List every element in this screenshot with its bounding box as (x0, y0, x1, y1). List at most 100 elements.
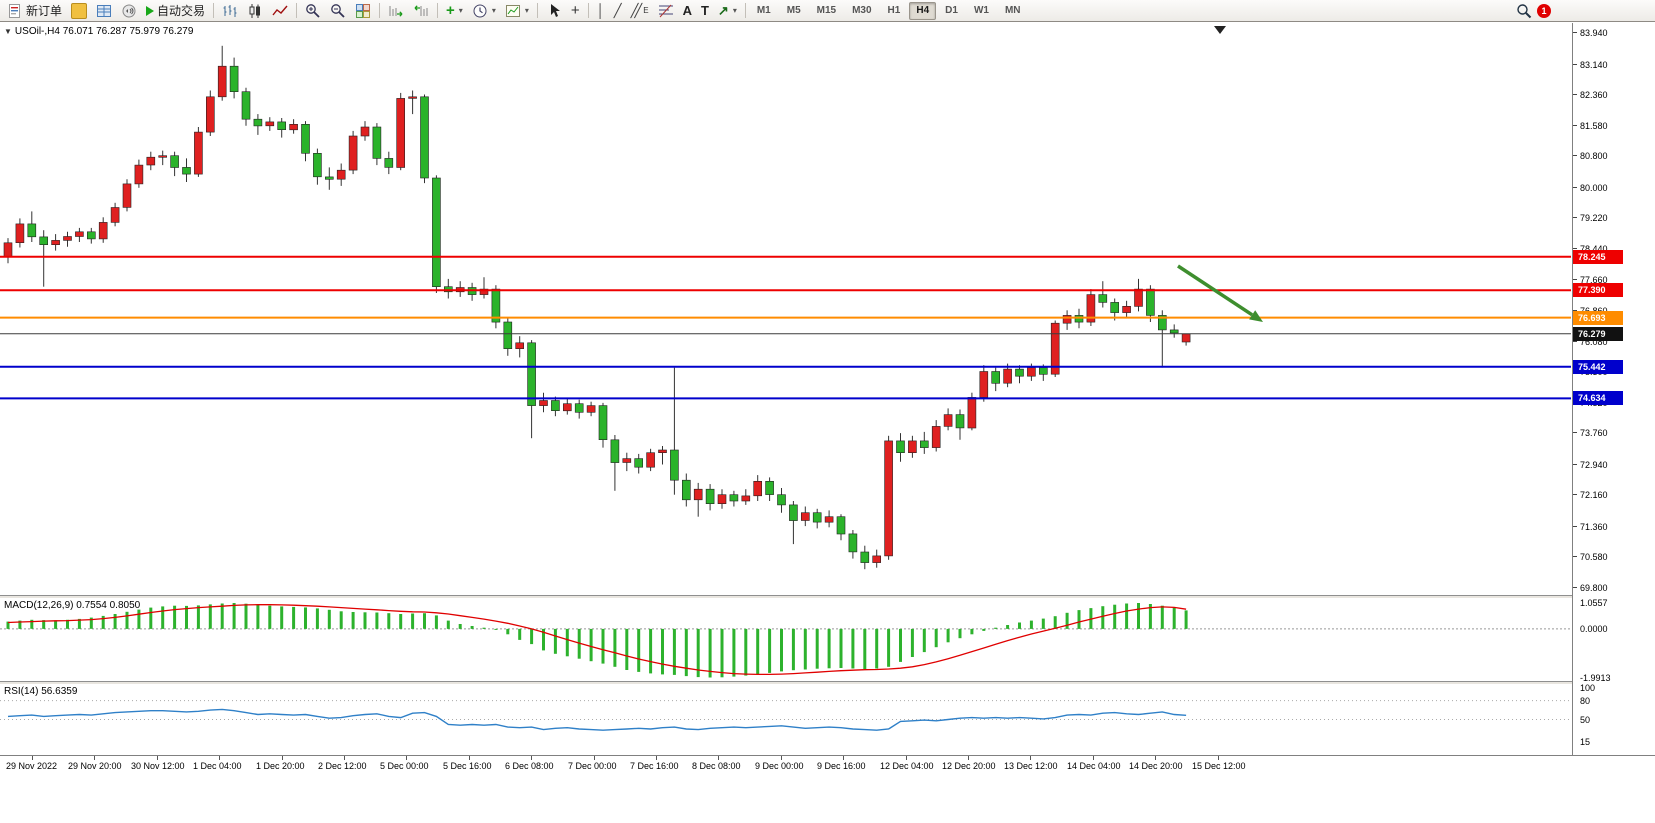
line-chart-icon (272, 5, 288, 15)
trendline-icon: ╱ (613, 3, 622, 18)
chart-shift-button[interactable] (409, 1, 433, 21)
new-order-button[interactable]: 新订单 (3, 1, 66, 21)
chart-shift-marker[interactable] (1214, 26, 1226, 34)
zoom-in-button[interactable] (301, 1, 325, 21)
rsi-panel[interactable] (0, 684, 1572, 755)
chevron-down-icon: ▾ (458, 6, 463, 15)
timeframe-m5-button[interactable]: M5 (780, 2, 808, 20)
candlestick-chart-icon (249, 3, 261, 18)
timeframe-h4-button[interactable]: H4 (909, 1, 937, 20)
price-tick-label: 70.580 (1573, 552, 1608, 562)
vertical-line-button[interactable]: │ (593, 1, 609, 21)
price-tick-label: 83.140 (1573, 60, 1608, 70)
rsi-label: RSI(14) (4, 686, 39, 697)
date-label: 29 Nov 2022 (6, 756, 58, 771)
auto-scroll-button[interactable] (384, 1, 408, 21)
sound-button[interactable] (117, 1, 141, 21)
macd-axis-label: -1.9913 (1580, 673, 1611, 683)
toolbar-separator (296, 3, 298, 18)
trend-arrow-annotation[interactable] (1177, 264, 1263, 322)
date-label: 13 Dec 12:00 (1004, 756, 1058, 771)
crosshair-button[interactable]: + (567, 1, 584, 21)
price-tick-label: 71.360 (1573, 522, 1608, 532)
timeframe-mn-button[interactable]: MN (998, 2, 1028, 20)
vertical-line-icon: │ (596, 3, 605, 18)
time-axis[interactable]: 29 Nov 2022 29 Nov 20:00 30 Nov 12:00 1 Dec… (0, 755, 1655, 777)
date-label: 6 Dec 08:00 (505, 756, 554, 771)
autotrading-label: 自动交易 (157, 4, 206, 18)
timeframe-m30-button[interactable]: M30 (845, 2, 878, 20)
date-label: 5 Dec 16:00 (443, 756, 492, 771)
main-chart-panel[interactable] (0, 23, 1572, 595)
macd-histogram (6, 603, 1188, 678)
channel-button[interactable]: ╱╱ E (627, 1, 653, 21)
date-label: 7 Dec 16:00 (630, 756, 679, 771)
chart-symbol-period: USOil-,H4 (14, 26, 60, 37)
macd-label: MACD(12,26,9) (4, 600, 74, 611)
timeframe-w1-button[interactable]: W1 (967, 2, 996, 20)
rsi-line (7, 708, 1187, 731)
price-level-badge: 78.245 (1573, 250, 1623, 264)
arrows-button[interactable]: ↗ ▾ (714, 1, 741, 21)
price-tick-label: 72.940 (1573, 460, 1608, 470)
periods-button[interactable]: ▾ (468, 1, 500, 21)
bars-chart-button[interactable] (218, 1, 242, 21)
date-label: 12 Dec 20:00 (942, 756, 996, 771)
panel-splitter[interactable] (0, 681, 1655, 684)
date-label: 15 Dec 12:00 (1192, 756, 1246, 771)
label-button[interactable]: T (697, 1, 713, 21)
templates-button[interactable]: ▾ (501, 1, 533, 21)
timeframe-h1-button[interactable]: H1 (881, 2, 908, 20)
macd-signal-line (7, 604, 1187, 676)
date-label: 9 Dec 00:00 (755, 756, 804, 771)
rsi-axis-label: 15 (1580, 737, 1591, 747)
price-tick-label: 78.440 (1573, 244, 1608, 254)
timeframe-d1-button[interactable]: D1 (938, 2, 965, 20)
clock-icon (473, 4, 487, 17)
collapse-triangle-icon[interactable]: ▼ (4, 27, 12, 36)
channel-icon: ╱╱ (630, 3, 642, 18)
chart-window: ▼ USOil-,H4 76.071 76.287 75.979 76.279 M… (0, 23, 1655, 823)
autotrading-play-icon (146, 5, 155, 16)
candlestick-chart-button[interactable] (243, 1, 267, 21)
cursor-button[interactable] (542, 1, 566, 21)
zoom-out-button[interactable] (326, 1, 350, 21)
price-axis[interactable]: 83.940 83.140 82.360 81.580 80.800 80.000 79.2… (1572, 23, 1655, 755)
timeframe-m15-button[interactable]: M15 (810, 2, 843, 20)
trendline-button[interactable]: ╱ (610, 1, 626, 21)
macd-panel[interactable] (0, 598, 1572, 681)
toolbar-separator (379, 3, 381, 18)
bars-chart-icon (223, 4, 237, 17)
date-label: 30 Nov 12:00 (131, 756, 185, 771)
autotrading-button[interactable]: 自动交易 (142, 1, 209, 21)
search-button[interactable] (1512, 1, 1536, 21)
price-tick-label: 82.360 (1573, 90, 1608, 100)
rsi-axis-label: 50 (1580, 715, 1591, 725)
tile-windows-button[interactable] (351, 1, 375, 21)
label-tool-icon: T (700, 3, 709, 18)
line-chart-button[interactable] (268, 1, 292, 21)
fibonacci-button[interactable] (654, 1, 678, 21)
price-tick-label: 76.080 (1573, 337, 1608, 347)
price-level-badge: 77.390 (1573, 283, 1623, 297)
date-label: 7 Dec 00:00 (568, 756, 617, 771)
price-level-badge: 75.442 (1573, 360, 1623, 374)
toolbar-separator (213, 3, 215, 18)
indicators-button[interactable]: + ▾ (442, 1, 467, 21)
timeframe-m1-button[interactable]: M1 (750, 2, 778, 20)
horizontal-level-lines[interactable] (0, 255, 1571, 400)
date-label: 14 Dec 04:00 (1067, 756, 1121, 771)
profiles-icon (71, 2, 88, 19)
rsi-axis-label: 80 (1580, 696, 1591, 706)
date-label: 8 Dec 08:00 (692, 756, 741, 771)
text-button[interactable]: A (679, 1, 696, 21)
cursor-icon (550, 3, 560, 17)
indicators-plus-icon: + (446, 2, 455, 19)
template-icon (505, 4, 520, 17)
toolbar: 新订单 自动交易 (0, 0, 1655, 22)
market-watch-button[interactable] (92, 1, 116, 21)
profiles-button[interactable] (67, 1, 91, 21)
notification-badge[interactable]: 1 (1537, 3, 1551, 18)
candlesticks (3, 45, 1191, 570)
panel-splitter[interactable] (0, 595, 1655, 598)
